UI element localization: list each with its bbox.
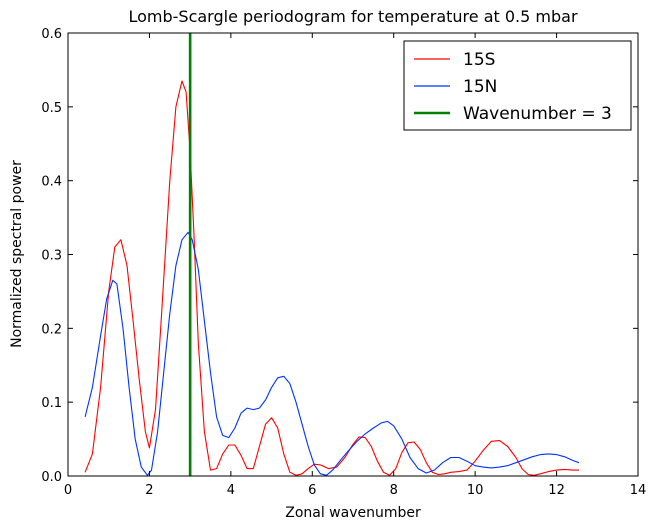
- x-tick-label: 12: [548, 483, 565, 498]
- y-tick-label: 0.3: [41, 249, 62, 264]
- y-tick-label: 0.5: [41, 101, 62, 116]
- x-tick-label: 0: [64, 483, 72, 498]
- chart-title: Lomb-Scargle periodogram for temperature…: [128, 7, 577, 26]
- x-tick-label: 6: [308, 483, 316, 498]
- x-tick-label: 14: [630, 483, 647, 498]
- y-tick-label: 0.1: [41, 396, 62, 411]
- plot-area: 0 2 4 6 8 10 12 14 0.0 0.1 0.2 0.3 0.4 0.5 0.6: [41, 27, 646, 498]
- y-tick-label: 0.4: [41, 175, 62, 190]
- legend: 15S 15N Wavenumber = 3: [403, 40, 632, 131]
- x-tick-label: 8: [390, 483, 398, 498]
- x-tick-label: 4: [227, 483, 235, 498]
- y-tick-label: 0.0: [41, 470, 62, 485]
- y-tick-label: 0.6: [41, 27, 62, 42]
- legend-label: 15N: [463, 77, 497, 97]
- series-line-15n: [84, 231, 580, 476]
- legend-label: 15S: [463, 50, 495, 70]
- x-tick-label: 10: [467, 483, 484, 498]
- y-tick-label: 0.2: [41, 322, 62, 337]
- legend-label: Wavenumber = 3: [463, 104, 612, 124]
- x-tick-label: 2: [145, 483, 153, 498]
- y-axis-label: Normalized spectral power: [9, 160, 25, 348]
- x-axis-label: Zonal wavenumber: [285, 505, 421, 521]
